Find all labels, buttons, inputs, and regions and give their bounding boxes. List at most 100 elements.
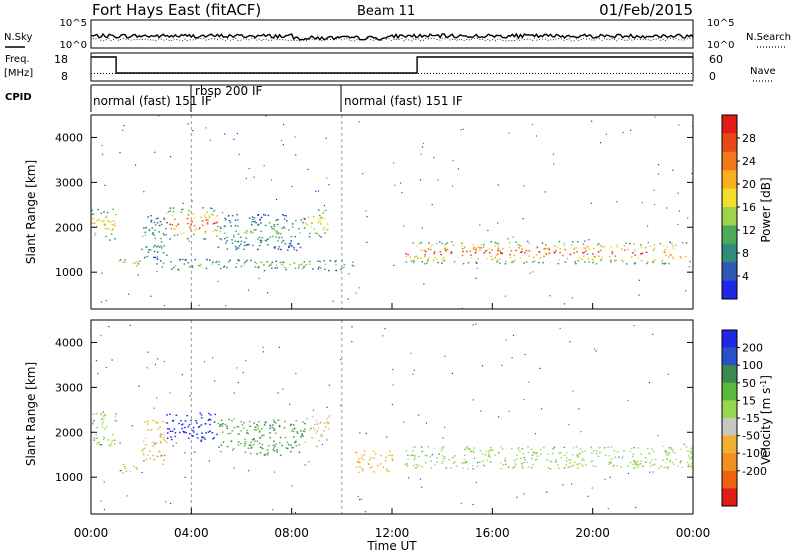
echo-cell xyxy=(162,463,164,465)
echo-cell xyxy=(681,466,684,469)
echo-cell xyxy=(317,268,320,270)
scatter-echo xyxy=(685,290,687,292)
echo-cell xyxy=(257,224,259,226)
echo-cell xyxy=(194,229,196,231)
echo-cell xyxy=(152,232,154,234)
echo-cell xyxy=(203,238,205,240)
echo-cell xyxy=(169,207,172,209)
echo-cell xyxy=(243,241,246,243)
echo-cell xyxy=(485,249,488,252)
scatter-echo xyxy=(407,454,409,456)
echo-cell xyxy=(386,469,388,472)
echo-cell xyxy=(219,230,222,233)
scatter-echo xyxy=(421,227,423,229)
echo-cell xyxy=(269,263,271,266)
echo-cell xyxy=(508,242,511,244)
echo-cell xyxy=(675,458,677,461)
echo-cell xyxy=(450,467,452,469)
echo-cell xyxy=(166,212,168,214)
freq-tick-top: 18 xyxy=(54,53,68,66)
echo-cell xyxy=(661,259,664,261)
echo-cell xyxy=(560,452,562,454)
scatter-echo xyxy=(658,173,660,175)
echo-cell xyxy=(556,246,559,248)
scatter-echo xyxy=(138,385,140,387)
scatter-echo xyxy=(295,154,297,156)
echo-cell xyxy=(640,253,642,255)
scatter-echo xyxy=(351,326,353,328)
echo-cell xyxy=(122,261,124,263)
echo-cell xyxy=(329,415,331,417)
echo-cell xyxy=(188,266,191,268)
echo-cell xyxy=(322,229,324,231)
echo-cell xyxy=(228,261,230,263)
echo-cell xyxy=(592,450,595,452)
echo-cell xyxy=(581,258,583,260)
echo-cell xyxy=(319,260,321,263)
echo-cell xyxy=(610,461,612,463)
echo-cell xyxy=(196,437,199,439)
echo-cell xyxy=(575,247,578,249)
freq-tick-bottom: 8 xyxy=(61,70,68,83)
echo-cell xyxy=(167,432,169,434)
scatter-echo xyxy=(163,360,165,363)
echo-cell xyxy=(689,260,691,263)
echo-cell xyxy=(472,244,475,246)
echo-cell xyxy=(385,456,387,458)
echo-cell xyxy=(201,220,204,222)
echo-cell xyxy=(269,427,271,429)
echo-cell xyxy=(483,465,486,467)
echo-cell xyxy=(111,440,114,442)
echo-cell xyxy=(576,251,578,253)
echo-cell xyxy=(220,444,223,446)
echo-cell xyxy=(557,262,560,265)
echo-cell xyxy=(415,466,418,469)
echo-cell xyxy=(621,259,623,262)
echo-cell xyxy=(445,467,448,469)
echo-cell xyxy=(595,263,598,265)
echo-cell xyxy=(257,238,259,240)
echo-cell xyxy=(433,251,436,253)
echo-cell xyxy=(152,445,154,447)
echo-cell xyxy=(356,461,359,463)
echo-cell xyxy=(110,233,113,235)
echo-cell xyxy=(661,262,664,265)
echo-cell xyxy=(567,466,569,468)
echo-cell xyxy=(91,222,93,224)
echo-cell xyxy=(277,248,280,250)
scatter-echo xyxy=(160,455,162,457)
echo-cell xyxy=(102,435,105,438)
echo-cell xyxy=(286,441,289,443)
echo-cell xyxy=(636,257,639,259)
echo-cell xyxy=(547,453,550,455)
colorbar-swatch xyxy=(722,133,737,153)
echo-cell xyxy=(600,258,603,261)
echo-cell xyxy=(640,260,643,262)
echo-cell xyxy=(211,207,213,210)
echo-cell xyxy=(101,418,104,420)
scatter-echo xyxy=(442,437,444,439)
echo-cell xyxy=(614,259,617,262)
echo-cell xyxy=(328,421,330,424)
echo-cell xyxy=(634,461,636,463)
echo-cell xyxy=(165,422,167,424)
echo-cell xyxy=(327,428,330,430)
echo-cell xyxy=(484,454,487,456)
echo-cell xyxy=(314,423,316,426)
echo-cell xyxy=(615,244,618,247)
echo-cell xyxy=(224,237,226,240)
scatter-echo xyxy=(534,433,537,435)
scatter-echo xyxy=(461,307,463,309)
echo-cell xyxy=(243,232,246,234)
echo-cell xyxy=(267,445,270,447)
scatter-echo xyxy=(325,137,327,139)
echo-cell xyxy=(548,252,551,255)
scatter-echo xyxy=(475,277,477,279)
echo-cell xyxy=(578,453,581,455)
scatter-echo xyxy=(609,476,611,478)
colorbar-swatch xyxy=(722,188,737,208)
echo-cell xyxy=(148,229,150,231)
echo-cell xyxy=(284,266,287,269)
echo-cell xyxy=(573,247,576,249)
